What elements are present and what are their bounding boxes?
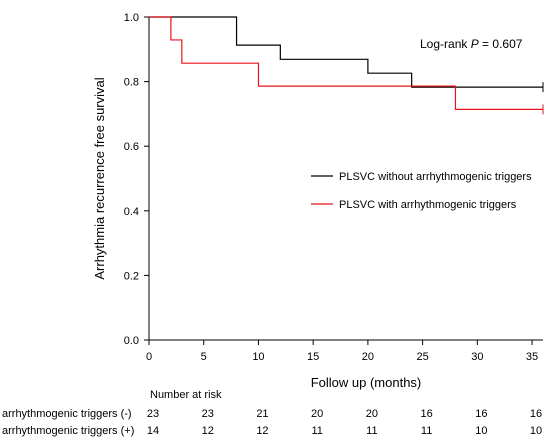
x-tick-label: 20 <box>362 351 374 363</box>
risk-value: 14 <box>147 425 159 437</box>
risk-value: 11 <box>421 425 432 437</box>
risk-value: 20 <box>311 408 323 420</box>
x-tick-label: 0 <box>146 351 152 363</box>
risk-value: 16 <box>420 408 432 420</box>
risk-value: 11 <box>311 425 322 437</box>
x-tick-label: 5 <box>201 351 207 363</box>
x-tick-label: 35 <box>526 351 538 363</box>
x-tick-label: 10 <box>252 351 264 363</box>
legend-label-1: PLSVC without arrhythmogenic triggers <box>339 171 532 183</box>
risk-row-label-1: arrhythmogenic triggers (-) <box>2 408 132 420</box>
risk-table-title: Number at risk <box>150 389 222 401</box>
legend-label-2: PLSVC with arrhythmogenic triggers <box>339 199 517 211</box>
risk-value: 10 <box>530 425 542 437</box>
x-tick-label: 25 <box>416 351 428 363</box>
y-tick-label: 1.0 <box>124 12 139 24</box>
risk-row-label-2: arrhythmogenic triggers (+) <box>2 425 134 437</box>
risk-value: 16 <box>475 408 487 420</box>
risk-value: 12 <box>202 425 214 437</box>
y-tick-label: 0.0 <box>124 335 139 347</box>
y-tick-label: 0.4 <box>124 206 139 218</box>
risk-value: 23 <box>147 408 159 420</box>
risk-value: 23 <box>202 408 214 420</box>
series-line-2 <box>149 16 543 110</box>
risk-value: 10 <box>475 425 487 437</box>
y-tick-label: 0.2 <box>124 270 139 282</box>
y-tick-label: 0.6 <box>124 141 139 153</box>
y-tick-label: 0.8 <box>124 77 139 89</box>
risk-value: 11 <box>366 425 377 437</box>
risk-value: 12 <box>256 425 268 437</box>
x-tick-label: 30 <box>471 351 483 363</box>
risk-value: 20 <box>366 408 378 420</box>
risk-value: 21 <box>256 408 268 420</box>
logrank-annotation: Log-rank P = 0.607 <box>420 37 523 51</box>
x-axis-title: Follow up (months) <box>311 375 422 390</box>
risk-value: 16 <box>530 408 542 420</box>
x-tick-label: 15 <box>307 351 319 363</box>
y-axis-title: Arrhythmia recurrence free survival <box>92 77 107 279</box>
series-line-1 <box>149 16 543 88</box>
